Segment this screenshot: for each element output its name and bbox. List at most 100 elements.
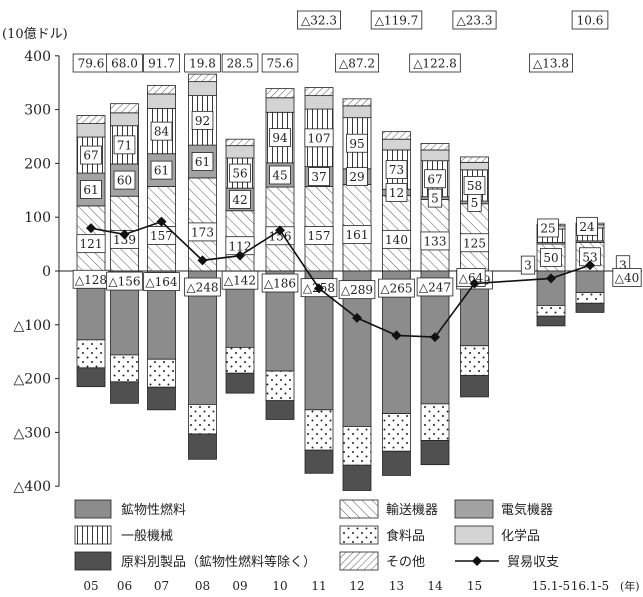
balance-label-text: 79.6: [78, 57, 105, 71]
label-machinery: 92: [191, 110, 214, 130]
label-mineral-fuel: △40: [612, 268, 642, 287]
bar-other: [265, 88, 295, 99]
label-machinery-text: 107: [308, 131, 331, 145]
x-tick-label: 13: [389, 579, 404, 593]
label-mineral-fuel: △248: [184, 277, 221, 297]
legend-label-machinery: 一般機械: [121, 528, 173, 544]
label-electric-box: [427, 188, 443, 208]
label-electric-text: 61: [154, 164, 169, 178]
label-transport-text: 50: [543, 251, 558, 265]
label-machinery-box: [463, 176, 486, 195]
label-electric-text: 3: [619, 258, 627, 272]
bar-food: [575, 292, 605, 304]
bar-raw: [382, 450, 411, 476]
bar-raw: [536, 315, 566, 327]
label-machinery-box: [346, 133, 368, 153]
label-machinery: 58: [463, 176, 486, 195]
label-electric-text: 42: [232, 193, 247, 207]
label-transport-box: [76, 234, 106, 254]
label-electric-box: [346, 167, 368, 186]
label-electric-text: 61: [83, 183, 98, 197]
balance-label-text: 28.5: [227, 57, 254, 71]
legend-swatch-electric: [454, 499, 494, 519]
legend-label-electric: 電気機器: [501, 502, 553, 518]
label-transport: 161: [342, 225, 372, 245]
label-mineral-fuel-box: [338, 280, 376, 300]
label-electric-text: 61: [195, 155, 210, 169]
label-electric-box: [520, 255, 536, 275]
label-transport: 140: [381, 229, 412, 249]
y-tick-label: 400: [24, 49, 51, 65]
bar-raw: [110, 381, 139, 404]
balance-label-text: 68.0: [111, 57, 138, 71]
balance-label-box: [143, 53, 180, 73]
label-electric: 61: [150, 160, 173, 180]
label-machinery: 95: [346, 133, 368, 153]
x-tick-label: 06: [117, 579, 132, 593]
balance-marker: [546, 273, 556, 284]
x-tick-label: 11: [311, 579, 326, 593]
label-mineral-fuel: △164: [143, 272, 180, 291]
label-electric-text: 29: [349, 170, 364, 184]
label-machinery-text: 95: [349, 137, 364, 151]
balance-label-text: △13.8: [533, 57, 569, 71]
label-electric-text: 45: [272, 169, 287, 183]
label-transport: 157: [304, 226, 334, 245]
balance-label-box: [452, 10, 497, 30]
legend-marker-balance: [472, 556, 482, 566]
label-transport: 157: [146, 226, 177, 245]
y-tick-label: △200: [14, 372, 52, 388]
balance-marker: [469, 278, 480, 289]
label-mineral-fuel-box: [184, 277, 221, 297]
balance-label: △23.3: [452, 10, 497, 30]
label-transport-box: [540, 248, 562, 267]
bar-food: [188, 404, 217, 435]
x-tick-label: 08: [195, 579, 210, 593]
label-mineral-fuel: △142: [221, 270, 259, 290]
label-machinery: 107: [304, 128, 334, 148]
label-machinery-text: 94: [272, 131, 288, 145]
legend-label-food: 食料品: [386, 528, 425, 544]
trade-balance-line: [86, 216, 595, 343]
label-electric: 45: [269, 165, 291, 185]
label-electric-text: 5: [431, 192, 439, 206]
balance-marker: [585, 260, 595, 271]
label-mineral-fuel: △128: [72, 269, 110, 289]
label-transport: 50: [540, 248, 562, 267]
label-mineral-fuel-text: △164: [145, 275, 177, 289]
bar-raw: [188, 433, 217, 460]
label-mineral-fuel: △156: [106, 271, 143, 291]
balance-label: 68.0: [106, 53, 143, 73]
label-mineral-fuel-text: △40: [615, 271, 640, 285]
label-mineral-fuel-box: [221, 270, 259, 290]
legend-label-other: その他: [386, 555, 425, 570]
balance-marker: [235, 250, 245, 261]
label-machinery-text: 84: [154, 125, 170, 139]
bar-chemical: [265, 97, 295, 113]
label-machinery-text: 24: [579, 220, 595, 234]
x-tick-label: 09: [232, 579, 247, 593]
label-mineral-fuel-box: [416, 277, 454, 297]
balance-label: △32.3: [296, 10, 341, 30]
bar-food: [536, 305, 566, 317]
balance-marker: [197, 255, 208, 266]
bar-chemical: [110, 112, 139, 127]
y-tick-label: 300: [24, 103, 51, 119]
bar-raw: [420, 440, 450, 466]
y-tick-label: 0: [42, 264, 51, 280]
bar-other: [76, 115, 106, 124]
label-transport-text: 53: [582, 250, 597, 264]
label-machinery-text: 67: [427, 172, 442, 186]
label-machinery: 24: [576, 216, 598, 236]
label-electric-box: [150, 160, 173, 180]
bar-food: [110, 354, 139, 383]
balance-marker: [119, 229, 130, 240]
label-machinery: 67: [80, 145, 102, 165]
bar-chemical: [382, 138, 411, 151]
balance-marker: [352, 312, 362, 323]
label-electric: 3: [520, 255, 536, 275]
legend-swatch-other: [339, 551, 379, 571]
label-electric-box: [385, 183, 408, 202]
bar-chemical: [225, 145, 255, 159]
label-electric-text: 5: [471, 196, 479, 210]
